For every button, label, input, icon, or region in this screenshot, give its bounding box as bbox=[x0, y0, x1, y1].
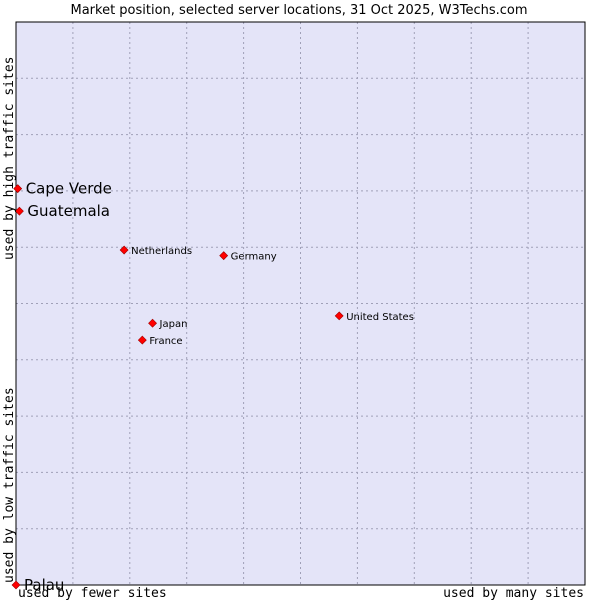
point-cape-verde bbox=[13, 184, 23, 194]
point-guatemala bbox=[14, 206, 24, 216]
point-label-united-states: United States bbox=[346, 312, 414, 323]
y-axis-label-top: used by high traffic sites bbox=[2, 57, 17, 261]
point-label-japan: Japan bbox=[159, 319, 188, 330]
point-france bbox=[137, 335, 147, 345]
plot-border bbox=[15, 21, 586, 586]
chart-title: Market position, selected server locatio… bbox=[70, 3, 527, 18]
point-united-states bbox=[334, 311, 344, 321]
point-label-palau: Palau bbox=[24, 576, 64, 594]
y-axis-label-bottom: used by low traffic sites bbox=[2, 387, 17, 583]
point-label-guatemala: Guatemala bbox=[27, 202, 110, 220]
grid-lines bbox=[16, 22, 585, 585]
data-point-labels: Cape Verde Guatemala Netherlands Germany Uni… bbox=[24, 180, 414, 594]
point-label-germany: Germany bbox=[231, 252, 277, 263]
data-points bbox=[11, 184, 344, 590]
point-netherlands bbox=[119, 245, 129, 255]
x-axis-label-left: used by fewer sites bbox=[18, 586, 167, 600]
point-label-netherlands: Netherlands bbox=[131, 246, 192, 257]
point-palau bbox=[11, 580, 21, 590]
point-label-france: France bbox=[149, 336, 182, 347]
x-axis-label-right: used by many sites bbox=[443, 586, 584, 600]
point-japan bbox=[148, 318, 157, 328]
point-label-cape-verde: Cape Verde bbox=[26, 180, 112, 198]
point-germany bbox=[219, 251, 229, 261]
